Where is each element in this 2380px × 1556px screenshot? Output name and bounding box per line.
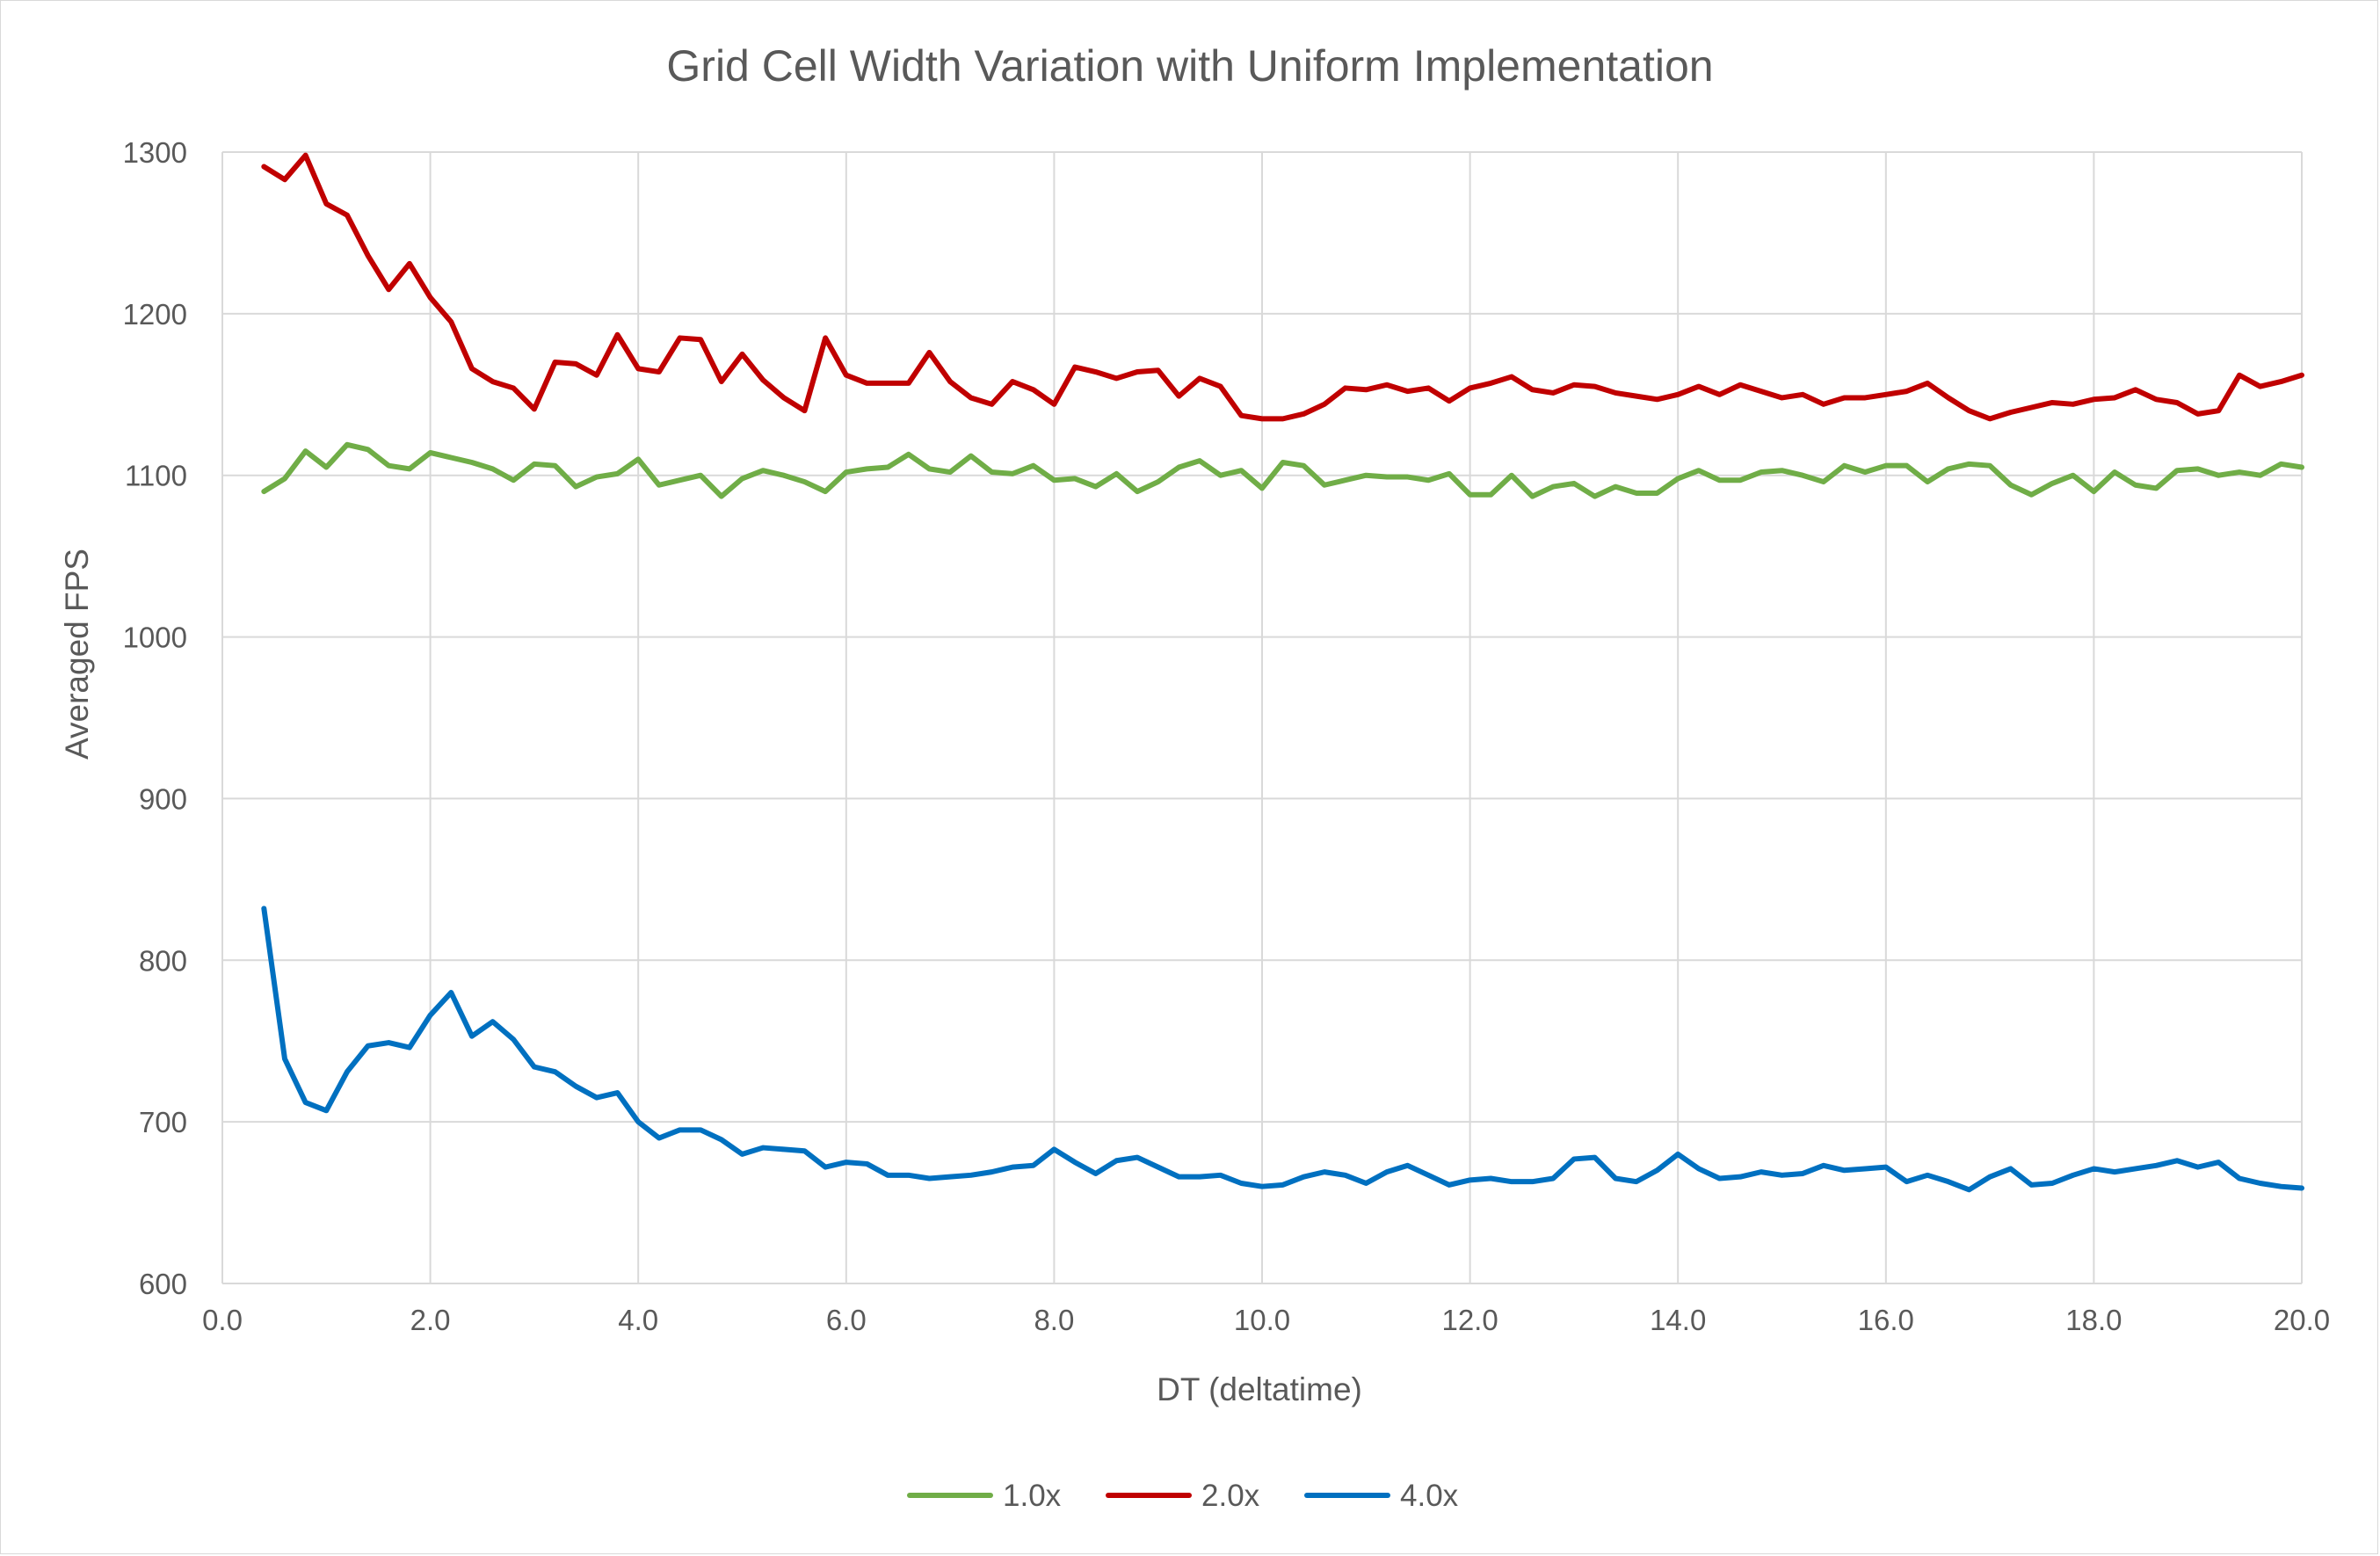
legend-item: 1.0x xyxy=(907,1479,1062,1513)
x-tick-label: 12.0 xyxy=(1441,1304,1498,1336)
x-tick-label: 4.0 xyxy=(618,1304,658,1336)
legend-label: 4.0x xyxy=(1400,1479,1459,1513)
x-tick-label: 20.0 xyxy=(2274,1304,2330,1336)
x-tick-label: 16.0 xyxy=(1858,1304,1914,1336)
series-4.0x xyxy=(261,905,2304,1193)
y-tick-label: 1200 xyxy=(123,298,187,331)
chart-title: Grid Cell Width Variation with Uniform I… xyxy=(666,41,1713,91)
y-tick-label: 900 xyxy=(139,782,187,815)
series-lines xyxy=(261,152,2304,1193)
x-tick-label: 14.0 xyxy=(1650,1304,1706,1336)
legend-label: 1.0x xyxy=(1003,1479,1062,1513)
series-2.0x xyxy=(261,152,2304,422)
x-tick-label: 8.0 xyxy=(1034,1304,1074,1336)
series-line xyxy=(261,152,2304,422)
series-1.0x xyxy=(261,441,2304,499)
y-axis-title: Averaged FPS xyxy=(59,549,95,760)
y-tick-label: 1000 xyxy=(123,622,187,654)
y-tick-label: 600 xyxy=(139,1268,187,1300)
x-tick-label: 2.0 xyxy=(410,1304,451,1336)
legend-item: 4.0x xyxy=(1304,1479,1459,1513)
legend-label: 2.0x xyxy=(1201,1479,1260,1513)
x-tick-label: 10.0 xyxy=(1234,1304,1290,1336)
y-tick-label: 700 xyxy=(139,1106,187,1138)
grid-lines xyxy=(221,151,2303,1284)
x-tick-label: 0.0 xyxy=(202,1304,243,1336)
x-tick-label: 6.0 xyxy=(826,1304,867,1336)
legend: 1.0x 2.0x 4.0x xyxy=(907,1479,1459,1513)
x-axis-title: DT (deltatime) xyxy=(1157,1371,1362,1407)
y-tick-label: 1100 xyxy=(125,460,187,492)
legend-item: 2.0x xyxy=(1106,1479,1260,1513)
x-tick-label: 18.0 xyxy=(2065,1304,2122,1336)
y-tick-label: 800 xyxy=(139,944,187,977)
series-line xyxy=(261,441,2304,499)
y-tick-label: 1300 xyxy=(123,136,187,169)
series-line xyxy=(261,905,2304,1193)
tick-labels: 600 700 800 900 1000 1100 1200 1300 0.0 2.0 4.0 6.0… xyxy=(123,136,2331,1336)
